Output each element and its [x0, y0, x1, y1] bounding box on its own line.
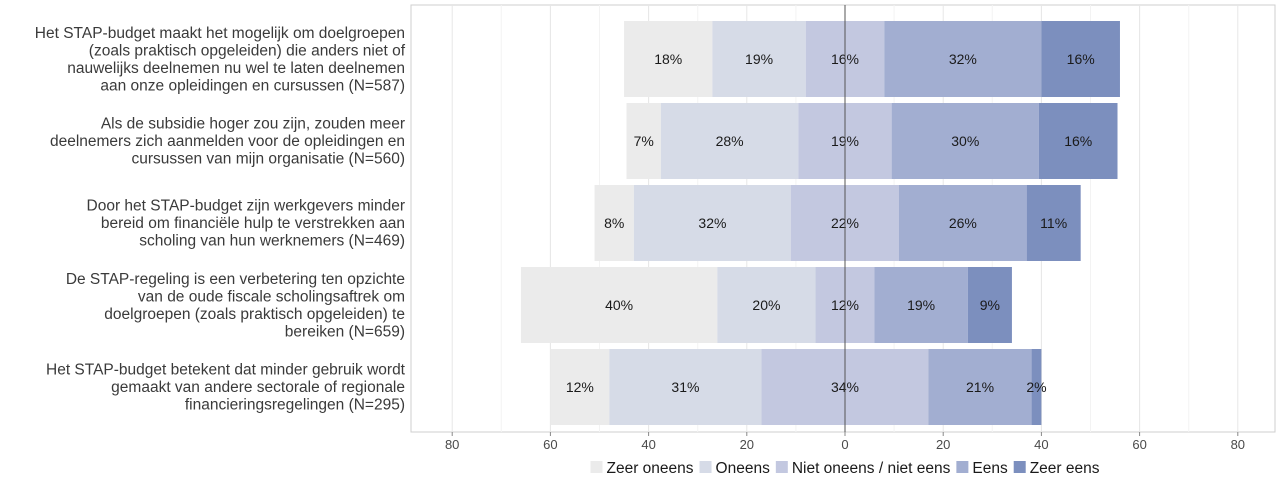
x-tick-label: 20 [740, 437, 754, 452]
category-label-line: aan onze opleidingen en cursussen (N=587… [100, 77, 405, 94]
bar-segment [660, 103, 799, 179]
bar-segment [633, 185, 791, 261]
legend-swatch [699, 461, 712, 473]
bar-segment [884, 21, 1042, 97]
data-label: 7% [634, 133, 654, 149]
legend-swatch [775, 461, 788, 473]
bar-segment [1038, 103, 1118, 179]
category-label-line: cursussen van mijn organisatie (N=560) [131, 151, 405, 168]
bar-segment [928, 349, 1032, 425]
category-label: Het STAP-budget betekent dat minder gebr… [46, 362, 406, 414]
x-tick-label: 20 [936, 437, 950, 452]
bar-segment [520, 267, 718, 343]
data-label: 31% [671, 379, 699, 395]
category-label-line: nauwelijks deelnemen nu wel te laten dee… [67, 60, 405, 77]
category-label: De STAP-regeling is een verbetering ten … [66, 271, 405, 341]
legend-swatch [1013, 461, 1026, 473]
x-tick-label: 0 [841, 437, 848, 452]
bar-segment [712, 21, 806, 97]
legend-swatch [590, 461, 603, 473]
data-label: 20% [752, 297, 780, 313]
bar-segment [626, 103, 661, 179]
bar-segment [899, 185, 1027, 261]
bar-segment [891, 103, 1039, 179]
data-label: 32% [949, 51, 977, 67]
legend-label: Eens [972, 460, 1008, 477]
legend-label: Niet oneens / niet eens [792, 460, 951, 477]
bar-segment [550, 349, 610, 425]
x-tick-label: 40 [641, 437, 655, 452]
bar-segment [1026, 185, 1081, 261]
category-label-line: (zoals praktisch opgeleiden) die anders … [89, 42, 406, 59]
legend-swatch [956, 461, 969, 473]
category-label-line: Door het STAP-budget zijn werkgevers min… [87, 198, 405, 215]
category-label-line: deelnemers zich aanmelden voor de opleid… [50, 133, 405, 150]
category-label-line: gemaakt van andere sectorale of regional… [111, 379, 405, 396]
category-label: Door het STAP-budget zijn werkgevers min… [87, 198, 405, 250]
data-label: 16% [1064, 133, 1092, 149]
bar-segment [717, 267, 816, 343]
data-label: 40% [605, 297, 633, 313]
data-label: 28% [716, 133, 744, 149]
data-label: 21% [966, 379, 994, 395]
category-label-line: scholing van hun werknemers (N=469) [139, 233, 405, 250]
bar-segment [594, 185, 634, 261]
category-label-line: van de oude fiscale scholingsaftrek om [138, 288, 405, 305]
category-label-line: De STAP-regeling is een verbetering ten … [66, 271, 405, 288]
data-label: 19% [907, 297, 935, 313]
data-label: 8% [604, 215, 624, 231]
legend-label: Zeer oneens [607, 460, 694, 477]
x-tick-label: 80 [1231, 437, 1245, 452]
category-label: Als de subsidie hoger zou zijn, zouden m… [50, 116, 405, 168]
bar-segment [1031, 349, 1042, 425]
data-label: 12% [566, 379, 594, 395]
category-label: Het STAP-budget maakt het mogelijk om do… [35, 25, 406, 95]
category-label-line: financieringsregelingen (N=295) [185, 397, 405, 414]
x-tick-label: 80 [445, 437, 459, 452]
x-tick-label: 60 [1132, 437, 1146, 452]
category-label-line: Het STAP-budget maakt het mogelijk om do… [35, 25, 405, 42]
bar-segment [609, 349, 762, 425]
data-label: 9% [980, 297, 1000, 313]
data-label: 2% [1026, 379, 1046, 395]
bar-segment [1041, 21, 1120, 97]
category-label-line: bereiken (N=659) [285, 323, 405, 340]
data-label: 11% [1040, 215, 1067, 231]
data-label: 30% [951, 133, 979, 149]
x-tick-label: 40 [1034, 437, 1048, 452]
category-label-line: bereid om financiële hulp te verstrekken… [101, 215, 405, 232]
data-label: 19% [745, 51, 773, 67]
data-label: 32% [698, 215, 726, 231]
legend-label: Oneens [716, 460, 771, 477]
category-label-line: Als de subsidie hoger zou zijn, zouden m… [101, 116, 405, 133]
x-tick-label: 60 [543, 437, 557, 452]
category-label-line: doelgroepen (zoals praktisch opgeleiden)… [104, 306, 405, 323]
bar-segment [967, 267, 1012, 343]
data-label: 26% [949, 215, 977, 231]
legend-label: Zeer eens [1030, 460, 1100, 477]
category-label-line: Het STAP-budget betekent dat minder gebr… [46, 362, 406, 379]
data-label: 16% [1067, 51, 1095, 67]
data-label: 18% [654, 51, 682, 67]
bar-segment [874, 267, 968, 343]
bar-segment [624, 21, 713, 97]
